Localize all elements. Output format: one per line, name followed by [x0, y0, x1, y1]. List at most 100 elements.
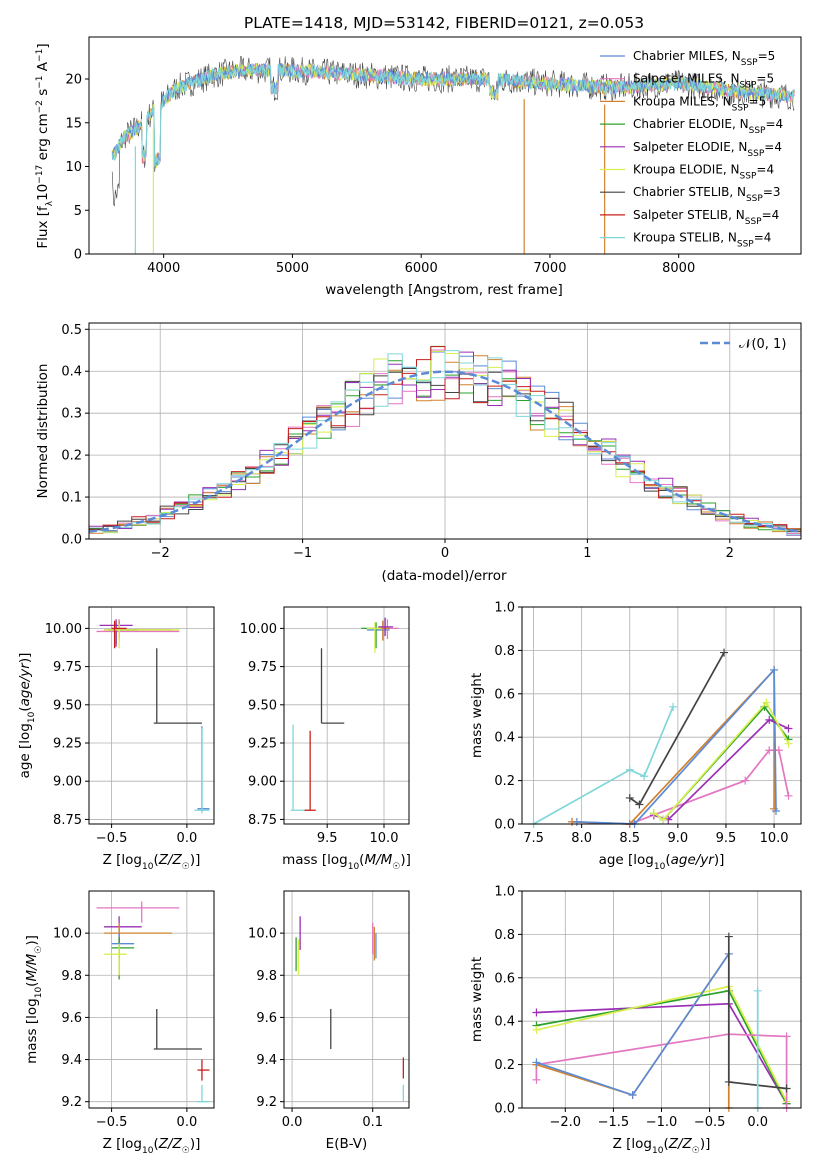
axes-frame [283, 890, 410, 1109]
weight-marker [784, 724, 793, 733]
y-tick-label: 9.8 [61, 969, 82, 984]
plot-area [96, 901, 210, 1103]
x-tick-label: 0 [441, 546, 449, 561]
weight-marker [771, 806, 780, 815]
x-tick-label: 2 [726, 546, 734, 561]
x-tick-label: 8.5 [619, 831, 640, 846]
legend-label: Salpeter ELODIE, NSSP=4 [633, 140, 782, 159]
x-axis-label: mass [log10(M/M☉)] [282, 852, 411, 872]
weight-line [653, 701, 790, 821]
histogram-kroupa-stelib [89, 350, 801, 536]
weight-marker [532, 1025, 541, 1034]
y-axis-label: mass [log10(M/M☉)] [24, 935, 44, 1064]
legend-label: Chabrier MILES, NSSP=5 [633, 49, 775, 68]
x-tick-label: −2 [151, 546, 170, 561]
weight-marker [774, 746, 783, 755]
y-tick-label: 0.2 [61, 449, 82, 464]
plot-area [295, 916, 405, 1102]
legend-label: Kroupa ELODIE, NSSP=4 [633, 163, 774, 182]
panel-spectrum: 4000 5000 6000 7000 8000 0 5 10 15 20 Chabrier MIL… [35, 36, 802, 298]
x-tick-label: −1.5 [598, 1115, 630, 1130]
x-tick-label: 9.5 [317, 831, 338, 846]
panel-mass-weight-vs-age: 7.5 8.0 8.5 9.0 9.5 10.0 0.0 0.2 0.4 0.6 0.8 1.0 age… [469, 601, 802, 872]
y-tick-label: 0.1 [61, 491, 82, 506]
y-tick-label: 9.50 [53, 698, 82, 713]
y-tick-label: 0.8 [494, 644, 515, 659]
y-tick-label: 0.4 [494, 1015, 515, 1030]
weight-marker [625, 793, 634, 802]
legend-label: Salpeter MILES, NSSP=5 [633, 72, 774, 91]
x-tick-label: 0.0 [282, 1115, 303, 1130]
y-tick-label: 0.4 [61, 365, 82, 380]
y-tick-label: 5 [74, 204, 82, 219]
axes-frame [88, 322, 802, 540]
y-axis-label: mass weight [469, 957, 485, 1042]
weight-marker [765, 715, 774, 724]
axes-frame [88, 890, 215, 1109]
panel-age-vs-mass: 9.5 10.0 8.75 9.00 9.25 9.50 9.75 10.00 mass [lo… [240, 606, 411, 872]
panel-mass-vs-Z: −0.5 0.0 9.2 9.4 9.6 9.8 10.0 Z [log10(Z/Z☉)] ma… [24, 890, 215, 1156]
y-tick-label: 1.0 [494, 885, 515, 900]
x-tick-label: 7000 [533, 261, 566, 276]
panel-mass-vs-EBV: 0.0 0.1 9.2 9.4 9.6 9.8 10.0 E(B-V) [248, 890, 410, 1152]
y-tick-label: 9.00 [53, 775, 82, 790]
y-tick-label: 9.4 [256, 1053, 277, 1068]
axes-frame [88, 36, 802, 255]
x-tick-label: 8000 [662, 261, 695, 276]
y-tick-label: 9.75 [248, 660, 277, 675]
x-tick-label: 8.0 [571, 831, 592, 846]
plot-area [529, 648, 793, 828]
y-tick-label: 9.25 [53, 737, 82, 752]
y-tick-label: 0.2 [494, 1058, 515, 1073]
y-tick-label: 9.00 [248, 775, 277, 790]
x-tick-label: 1 [583, 546, 591, 561]
x-tick-label: −0.5 [96, 831, 128, 846]
weight-line [571, 667, 775, 825]
y-tick-label: 20 [65, 73, 82, 88]
weight-marker [770, 665, 779, 674]
x-axis-label: Z [log10(Z/Z☉)] [103, 1136, 201, 1156]
x-tick-label: 9.5 [716, 831, 737, 846]
spectrum-line-kroupa-stelib [111, 62, 795, 167]
weight-marker [770, 804, 779, 813]
y-tick-label: 0.8 [494, 928, 515, 943]
y-tick-label: 9.25 [248, 737, 277, 752]
axes-frame [521, 890, 802, 1109]
y-tick-label: 9.4 [61, 1053, 82, 1068]
weight-marker [625, 765, 634, 774]
x-axis-label: wavelength [Angstrom, rest frame] [325, 282, 563, 298]
plot-area [111, 55, 795, 254]
x-axis-label: age [log10(age/yr)] [599, 852, 725, 872]
x-tick-label: −1 [293, 546, 312, 561]
y-tick-label: 10.00 [45, 622, 82, 637]
y-tick-label: 0.4 [494, 731, 515, 746]
y-tick-label: 0.6 [494, 971, 515, 986]
plot-area [96, 619, 210, 814]
legend-label: 𝒩(0, 1) [739, 337, 786, 352]
y-tick-label: 0.0 [494, 818, 515, 833]
x-tick-label: −2.0 [550, 1115, 582, 1130]
weight-marker [635, 800, 644, 809]
weight-marker [659, 815, 668, 824]
legend-label: Salpeter STELIB, NSSP=4 [633, 208, 779, 227]
weight-marker [628, 1090, 637, 1099]
y-tick-label: 9.2 [256, 1095, 277, 1110]
x-tick-label: −0.5 [694, 1115, 726, 1130]
plot-area [290, 617, 399, 811]
x-axis-label: Z [log10(Z/Z☉)] [613, 1136, 711, 1156]
y-tick-label: 15 [65, 116, 82, 131]
y-tick-label: 0.0 [494, 1102, 515, 1117]
x-tick-label: 5000 [276, 261, 309, 276]
x-tick-label: 0.0 [177, 1115, 198, 1130]
panel-age-vs-Z: −0.5 0.0 8.75 9.00 9.25 9.50 9.75 10.00 Z [log10… [17, 606, 215, 872]
axes-frame [88, 606, 215, 825]
y-axis-label: Normed distribution [35, 364, 51, 499]
legend-label: Kroupa STELIB, NSSP=4 [633, 231, 771, 250]
x-tick-label: 10.0 [370, 831, 399, 846]
weight-marker [532, 1058, 541, 1067]
plot-area [532, 932, 791, 1112]
weight-marker [782, 1032, 791, 1041]
weight-marker [784, 791, 793, 800]
y-tick-label: 9.8 [256, 969, 277, 984]
y-tick-label: 8.75 [53, 813, 82, 828]
